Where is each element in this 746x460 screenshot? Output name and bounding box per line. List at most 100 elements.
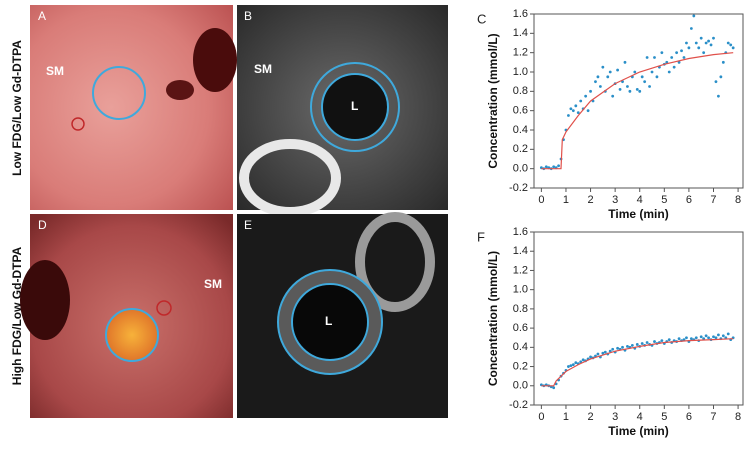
image-feature [166, 80, 194, 100]
data-point [582, 358, 585, 361]
data-point [572, 109, 575, 112]
y-tick-label: 0.0 [513, 163, 528, 175]
data-point [690, 337, 693, 340]
data-point [732, 46, 735, 49]
data-point [695, 42, 698, 45]
data-point [715, 80, 718, 83]
data-point [712, 335, 715, 338]
data-point [619, 88, 622, 91]
data-point [631, 344, 634, 347]
x-tick-label: 0 [538, 411, 544, 423]
data-point [584, 95, 587, 98]
data-point [636, 343, 639, 346]
data-point [643, 80, 646, 83]
x-tick-label: 5 [661, 194, 667, 206]
data-point [692, 15, 695, 18]
panel-label: B [244, 9, 252, 23]
data-point [700, 37, 703, 40]
x-tick-label: 0 [538, 194, 544, 206]
y-tick-label: 0.6 [513, 105, 528, 117]
data-point [646, 56, 649, 59]
fit-curve [541, 53, 733, 169]
y-tick-label: 0.8 [513, 303, 528, 315]
data-point [616, 347, 619, 350]
x-tick-label: 6 [686, 411, 692, 423]
plot-frame [534, 232, 743, 405]
y-tick-label: 0.6 [513, 322, 528, 334]
x-tick-label: 4 [637, 411, 643, 423]
data-point [557, 164, 560, 167]
data-point [660, 51, 663, 54]
x-axis-label: Time (min) [608, 424, 668, 438]
y-tick-label: 0.8 [513, 85, 528, 97]
y-tick-label: 0.4 [513, 124, 528, 136]
data-point [579, 100, 582, 103]
data-point [670, 56, 673, 59]
data-point [722, 61, 725, 64]
annotation: L [351, 99, 358, 113]
y-tick-label: 0.2 [513, 360, 528, 372]
y-tick-label: 1.6 [513, 226, 528, 238]
data-point [572, 363, 575, 366]
data-point [597, 75, 600, 78]
data-point [616, 69, 619, 72]
y-axis-label: Concentration (mmol/L) [486, 33, 500, 168]
data-point [710, 44, 713, 47]
data-point [688, 46, 691, 49]
data-point [727, 332, 730, 335]
data-point [628, 90, 631, 93]
data-point [683, 56, 686, 59]
panel-b: B SM L [237, 5, 448, 212]
data-point [621, 346, 624, 349]
panel-label: F [477, 229, 485, 244]
data-point [653, 56, 656, 59]
data-point [675, 51, 678, 54]
y-tick-label: 1.0 [513, 66, 528, 78]
panel-label: C [477, 11, 486, 26]
y-tick-label: 1.4 [513, 245, 528, 257]
data-point [717, 333, 720, 336]
data-point [636, 88, 639, 91]
x-axis-label: Time (min) [608, 207, 668, 221]
x-tick-label: 2 [587, 194, 593, 206]
x-tick-label: 8 [735, 411, 741, 423]
data-point [626, 85, 629, 88]
annotation: SM [254, 62, 272, 76]
data-point [685, 42, 688, 45]
data-point [589, 90, 592, 93]
panel-label: D [38, 218, 47, 232]
data-point [597, 353, 600, 356]
data-point [729, 44, 732, 47]
data-point [641, 342, 644, 345]
data-point [569, 107, 572, 110]
data-point [705, 42, 708, 45]
annotation: SM [46, 64, 64, 78]
roi [106, 309, 158, 361]
data-point [606, 75, 609, 78]
data-point [705, 334, 708, 337]
y-tick-label: 1.2 [513, 264, 528, 276]
y-tick-label: 0.2 [513, 143, 528, 155]
x-tick-label: 4 [637, 194, 643, 206]
data-point [695, 336, 698, 339]
data-point [626, 345, 629, 348]
data-point [624, 61, 627, 64]
data-point [611, 95, 614, 98]
data-point [656, 75, 659, 78]
annotation: SM [204, 277, 222, 291]
data-point [678, 337, 681, 340]
y-tick-label: -0.2 [509, 399, 528, 411]
data-point [648, 85, 651, 88]
data-point [599, 85, 602, 88]
data-point [638, 90, 641, 93]
data-point [587, 109, 590, 112]
data-point [633, 71, 636, 74]
data-point [601, 352, 604, 355]
data-point [717, 95, 720, 98]
y-tick-label: -0.2 [509, 182, 528, 194]
x-tick-label: 7 [710, 411, 716, 423]
data-point [594, 80, 597, 83]
data-point [611, 348, 614, 351]
data-point [668, 338, 671, 341]
data-point [680, 49, 683, 52]
